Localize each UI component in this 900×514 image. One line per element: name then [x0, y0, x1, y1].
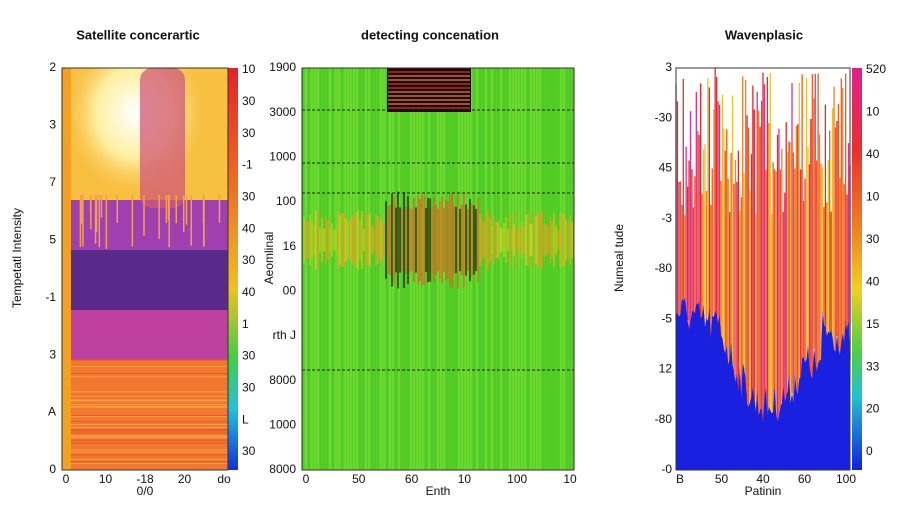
colorbar-label: 40	[242, 221, 256, 235]
x-axis-label: Enth	[426, 484, 451, 498]
x-tick-label: 60	[798, 472, 812, 486]
x-axis-label: 0/0	[137, 484, 154, 498]
y-tick-label: -30	[655, 110, 673, 124]
colorbar-label: L	[242, 412, 249, 426]
panel-title: detecting concenation	[361, 27, 499, 42]
colorbar-label: 20	[866, 402, 880, 416]
band	[62, 250, 228, 310]
colorbar-label: 15	[866, 317, 880, 331]
y-tick-label: 2	[49, 60, 56, 74]
colorbar-label: 30	[242, 349, 256, 363]
x-tick-label: 100	[507, 472, 527, 486]
colorbar-label: 30	[242, 253, 256, 267]
plume	[140, 68, 185, 208]
y-tick-label: 8000	[269, 373, 296, 387]
y-tick-label: rth J	[273, 328, 296, 342]
colorbar-label: 0	[866, 444, 873, 458]
blue-area	[676, 298, 850, 470]
x-tick-label: 10	[458, 472, 472, 486]
y-tick-label: 3	[49, 347, 56, 361]
colorbar-label: 30	[866, 232, 880, 246]
y-tick-label: -80	[655, 412, 673, 426]
y-tick-label: -0	[661, 462, 672, 476]
y-tick-label: 3	[49, 118, 56, 132]
y-tick-label: 45	[659, 161, 673, 175]
edge-strip	[62, 68, 71, 470]
y-tick-label: 3	[665, 60, 672, 74]
colorbar-label: 10	[242, 62, 256, 76]
plot-frame	[675, 67, 851, 471]
colorbar	[852, 68, 862, 470]
x-tick-label: 20	[178, 472, 192, 486]
colorbar-label: 30	[242, 190, 256, 204]
x-tick-label: 40	[756, 472, 770, 486]
x-axis-label: Patinin	[745, 484, 782, 498]
panel-satellite	[61, 67, 238, 471]
y-tick-label: 7	[49, 175, 56, 189]
x-tick-label: 100	[836, 472, 856, 486]
y-tick-label: -1	[45, 290, 56, 304]
panel-title: Wavenplasic	[725, 27, 803, 42]
y-axis-label: Numeal tude	[612, 224, 626, 292]
x-tick-label: 0	[303, 472, 310, 486]
panel-title: Satellite concerartic	[76, 27, 200, 42]
block	[387, 68, 471, 112]
band	[62, 200, 228, 250]
y-tick-label: -5	[661, 311, 672, 325]
y-tick-label: A	[48, 405, 56, 419]
y-tick-label: 1000	[269, 150, 296, 164]
colorbar-label: 40	[866, 274, 880, 288]
x-tick-label: 50	[352, 472, 366, 486]
x-tick-label: B	[676, 472, 684, 486]
x-tick-label: -18	[136, 472, 154, 486]
colorbar-label: 30	[242, 94, 256, 108]
y-tick-label: 5	[49, 232, 56, 246]
y-tick-label: -80	[655, 261, 673, 275]
colorbar-label: 33	[866, 359, 880, 373]
y-tick-label: 0	[49, 462, 56, 476]
plot-frame	[61, 67, 229, 471]
y-tick-label: -3	[661, 211, 672, 225]
colorbar-label: 10	[866, 190, 880, 204]
y-tick-label: 100	[276, 194, 296, 208]
y-tick-label: 1000	[269, 418, 296, 432]
x-tick-label: 10	[99, 472, 113, 486]
panel-detecting	[301, 67, 575, 471]
y-tick-label: 16	[283, 239, 297, 253]
colorbar-label: -1	[242, 158, 253, 172]
x-tick-label: do	[217, 472, 231, 486]
colorbar-label: 30	[242, 444, 256, 458]
y-tick-label: 1900	[269, 60, 296, 74]
y-tick-label: 00	[283, 284, 297, 298]
labels: Satellite concerartic Tempetatl Intensity…	[10, 27, 886, 498]
x-tick-label: 10	[563, 472, 577, 486]
y-tick-label: 12	[659, 362, 673, 376]
plot-frame	[301, 67, 575, 471]
colorbar-label: 40	[242, 285, 256, 299]
colorbar-label: 30	[242, 126, 256, 140]
colorbar-label: 10	[866, 105, 880, 119]
colorbar-label: 520	[866, 62, 886, 76]
x-tick-label: 50	[715, 472, 729, 486]
y-axis-label: Aeomlinal	[262, 232, 276, 285]
y-tick-label: 3000	[269, 105, 296, 119]
x-tick-label: 0	[63, 472, 70, 486]
colorbar-label: 30	[242, 381, 256, 395]
y-tick-label: 8000	[269, 462, 296, 476]
colorbar	[228, 68, 238, 470]
colorbar-label: 40	[866, 147, 880, 161]
y-axis-label: Tempetatl Intensity	[10, 208, 24, 308]
colorbar-label: 1	[242, 317, 249, 331]
band	[62, 310, 228, 360]
panel-wave	[675, 67, 862, 471]
x-tick-label: 60	[405, 472, 419, 486]
